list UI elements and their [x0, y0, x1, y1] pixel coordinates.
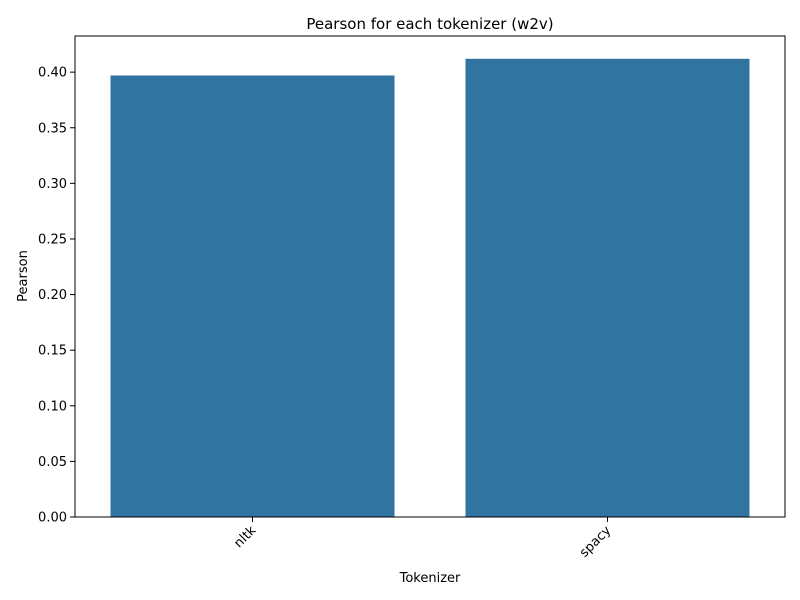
y-tick-label: 0.35: [38, 121, 67, 136]
x-tick-label: nltk: [231, 523, 259, 551]
y-tick-label: 0.30: [38, 177, 67, 192]
x-axis: nltk spacy: [231, 517, 615, 561]
bar-nltk: [110, 75, 395, 517]
y-tick-label: 0.00: [38, 511, 67, 526]
y-tick-label: 0.25: [38, 232, 67, 247]
x-tick-label: spacy: [577, 523, 615, 561]
y-tick-label: 0.15: [38, 344, 67, 359]
y-tick-label: 0.20: [38, 288, 67, 303]
y-tick-label: 0.05: [38, 455, 67, 470]
y-axis: 0.00 0.05 0.10 0.15 0.20 0.25 0.30 0.35 0.40: [38, 66, 75, 526]
y-tick-label: 0.40: [38, 66, 67, 81]
plot-frame: [74, 35, 786, 518]
y-axis-label: Pearson: [16, 250, 31, 302]
x-axis-label: Tokenizer: [399, 571, 461, 586]
chart-title: Pearson for each tokenizer (w2v): [306, 15, 553, 33]
y-tick-label: 0.10: [38, 399, 67, 414]
bar-spacy: [465, 58, 750, 518]
bars-group: [110, 58, 750, 518]
